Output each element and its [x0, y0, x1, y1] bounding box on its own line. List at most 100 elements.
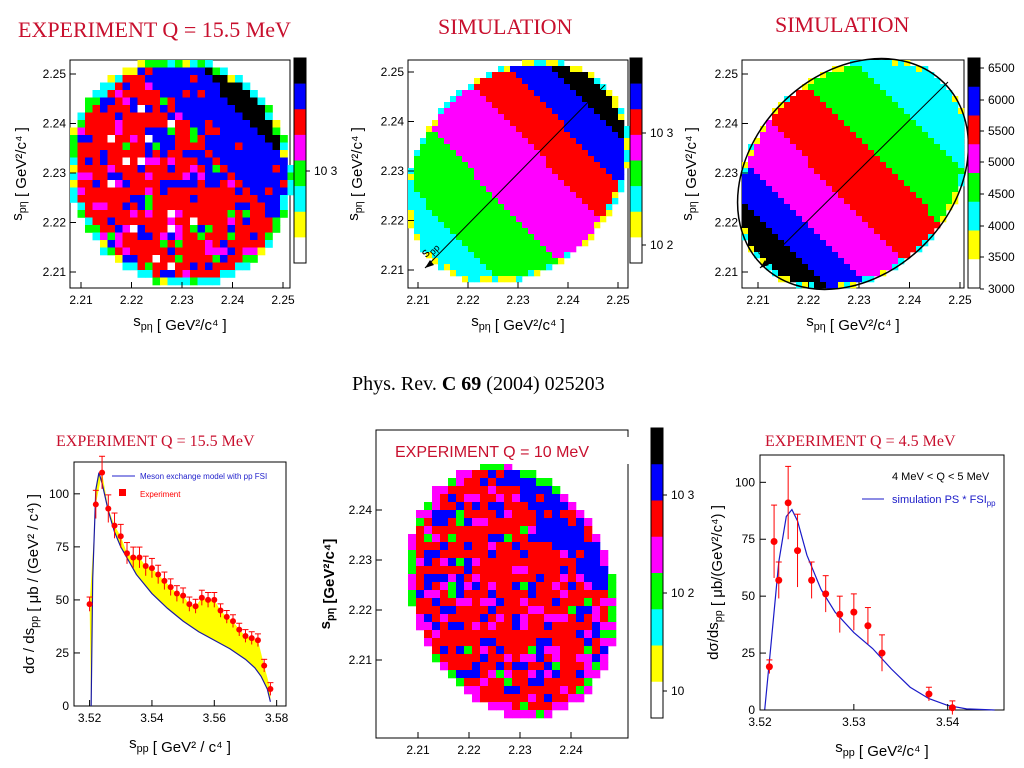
heatmap-cell	[850, 72, 857, 79]
heatmap-cell	[766, 204, 773, 211]
heatmap-cell	[480, 558, 489, 567]
heatmap-cell	[250, 120, 258, 128]
heatmap-cell	[420, 204, 427, 211]
heatmap-cell	[946, 108, 953, 115]
heatmap-cell	[922, 108, 929, 115]
heatmap-cell	[480, 186, 487, 193]
heatmap-cell	[492, 240, 499, 247]
heatmap-cell	[546, 60, 553, 67]
heatmap-cell	[874, 222, 881, 229]
heatmap-cell	[832, 174, 839, 181]
heatmap-cell	[456, 598, 465, 607]
heatmap-cell	[70, 157, 78, 166]
heatmap-cell	[568, 510, 577, 519]
heatmap-cell	[182, 202, 191, 211]
heatmap-cell	[892, 120, 899, 127]
heatmap-cell	[504, 518, 513, 527]
heatmap-cell	[512, 622, 521, 631]
data-point	[784, 499, 792, 507]
x-tick-label: 2.22	[457, 743, 481, 757]
heatmap-cell	[904, 222, 911, 229]
heatmap-cell	[130, 187, 138, 196]
heatmap-cell	[496, 686, 505, 695]
heatmap-cell	[820, 156, 827, 163]
heatmap-cell	[802, 174, 809, 181]
heatmap-cell	[175, 60, 183, 68]
heatmap-cell	[916, 96, 923, 103]
heatmap-cell	[820, 174, 827, 181]
heatmap-cell	[808, 96, 815, 103]
heatmap-cell	[886, 78, 893, 85]
heatmap-cell	[528, 526, 537, 535]
heatmap-cell	[862, 120, 869, 127]
heatmap-cell	[540, 114, 547, 121]
heatmap-cell	[892, 186, 899, 193]
heatmap-cell	[564, 132, 571, 139]
heatmap-cell	[564, 252, 571, 259]
heatmap-cell	[814, 162, 821, 169]
heatmap-cell	[498, 240, 505, 247]
heatmap-cell	[544, 694, 553, 703]
heatmap-cell	[784, 210, 791, 217]
heatmap-cell	[808, 258, 815, 265]
colorbar-segment	[968, 173, 980, 203]
heatmap-cell	[946, 186, 953, 193]
heatmap-cell	[832, 186, 839, 193]
heatmap-cell	[486, 192, 493, 199]
heatmap-cell	[880, 96, 887, 103]
heatmap-cell	[492, 252, 499, 259]
heatmap-cell	[175, 150, 183, 158]
heatmap-cell	[444, 162, 451, 169]
heatmap-cell	[862, 276, 869, 283]
heatmap-cell	[468, 270, 475, 277]
heatmap-cell	[832, 216, 839, 223]
heatmap-cell	[606, 162, 613, 169]
heatmap-cell	[257, 180, 266, 188]
heatmap-cell	[904, 90, 911, 97]
heatmap-cell	[516, 216, 523, 223]
heatmap-cell	[456, 210, 463, 217]
heatmap-cell	[856, 252, 863, 259]
heatmap-cell	[160, 135, 168, 143]
heatmap-cell	[496, 654, 505, 663]
heatmap-cell	[910, 228, 917, 235]
heatmap-cell	[416, 550, 425, 559]
heatmap-cell	[438, 132, 445, 139]
colorbar-segment	[294, 237, 306, 264]
heatmap-cell	[520, 502, 529, 511]
heatmap-cell	[464, 526, 473, 535]
heatmap-cell	[472, 574, 481, 583]
heatmap-cell	[534, 252, 541, 259]
heatmap-cell	[480, 502, 489, 511]
heatmap-cell	[904, 60, 911, 67]
heatmap-cell	[588, 126, 595, 133]
heatmap-cell	[456, 96, 463, 103]
heatmap-cell	[536, 670, 545, 679]
heatmap-cell	[838, 216, 845, 223]
heatmap-cell	[592, 662, 601, 671]
heatmap-cell	[496, 646, 505, 655]
heatmap-cell	[528, 470, 537, 479]
y-tick-label: 50	[742, 589, 756, 603]
heatmap-cell	[594, 216, 601, 223]
heatmap-cell	[197, 112, 206, 121]
heatmap-cell	[766, 186, 773, 193]
heatmap-cell	[480, 150, 487, 157]
heatmap-cell	[564, 84, 571, 91]
heatmap-cell	[257, 105, 266, 113]
heatmap-cell	[456, 662, 465, 671]
heatmap-cell	[552, 614, 561, 623]
heatmap-cell	[856, 144, 863, 151]
heatmap-cell	[462, 258, 469, 265]
heatmap-cell	[778, 258, 785, 265]
heatmap-cell	[137, 270, 146, 278]
heatmap-cell	[922, 96, 929, 103]
heatmap-cell	[552, 646, 561, 655]
heatmap-cell	[546, 78, 553, 85]
heatmap-cell	[516, 192, 523, 199]
heatmap-cell	[874, 228, 881, 235]
heatmap-cell	[510, 138, 517, 145]
heatmap-cell	[426, 144, 433, 151]
heatmap-cell	[456, 228, 463, 235]
heatmap-cell	[464, 558, 473, 567]
